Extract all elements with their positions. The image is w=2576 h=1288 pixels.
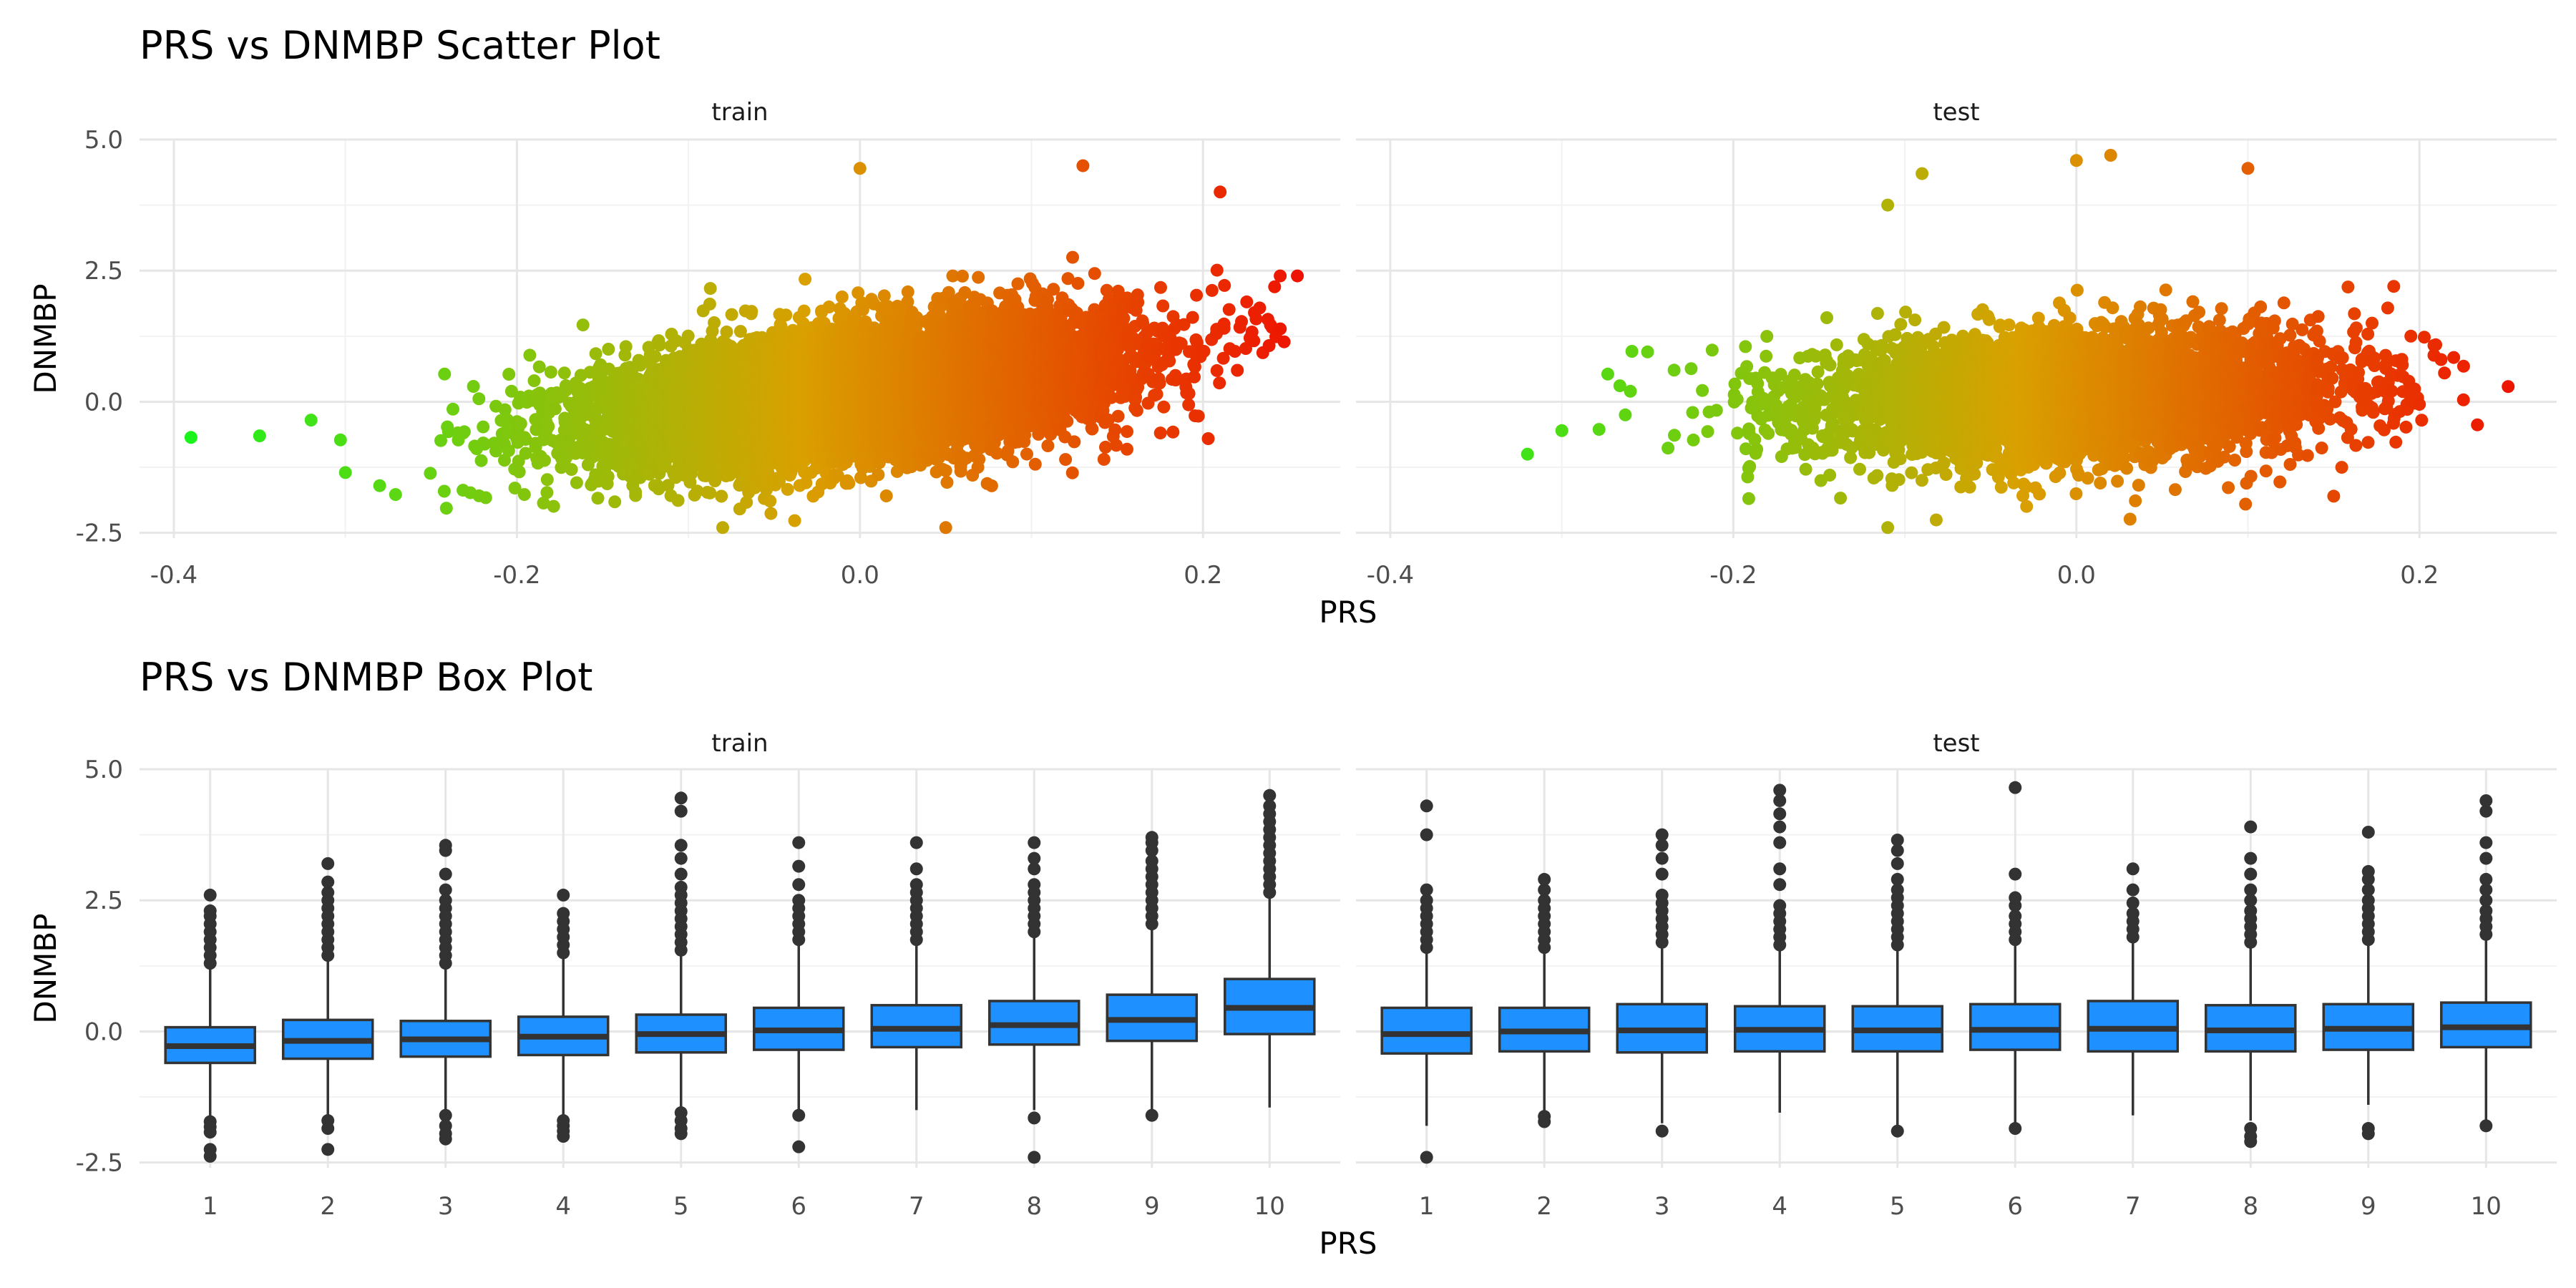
scatter-point xyxy=(591,492,605,505)
scatter-point xyxy=(691,484,704,498)
scatter-point xyxy=(517,488,531,502)
scatter-point xyxy=(733,325,747,338)
scatter-point xyxy=(537,497,550,509)
scatter-point xyxy=(547,499,560,513)
scatter-point xyxy=(653,338,666,352)
scatter-point xyxy=(703,486,717,499)
scatter-point xyxy=(514,417,527,430)
scatter-point xyxy=(438,367,452,381)
scatter-point xyxy=(629,485,643,499)
scatter-point xyxy=(477,420,490,434)
scatter-point xyxy=(842,477,856,490)
scatter-point xyxy=(788,514,801,527)
scatter-point xyxy=(856,303,869,316)
scatter-point xyxy=(703,282,717,296)
scatter-point xyxy=(519,433,532,447)
scatter-point xyxy=(570,476,583,489)
scatter-point xyxy=(608,495,622,509)
scatter-point xyxy=(745,305,758,318)
scatter-point xyxy=(540,473,554,487)
scatter-point xyxy=(671,494,685,507)
scatter-point xyxy=(740,496,753,509)
scatter-point xyxy=(764,507,778,520)
scatter-point xyxy=(498,403,512,416)
scatter-point xyxy=(799,273,812,286)
scatter-title: PRS vs DNMBP Scatter Plot xyxy=(140,23,660,68)
scatter-panel-train: train -0.4 -0.2 0.0 0.2 xyxy=(140,98,1340,590)
scatter-x-tick-label: -0.2 xyxy=(493,561,540,590)
scatter-point xyxy=(725,308,738,321)
scatter-x-tick-label: 0.0 xyxy=(841,561,879,590)
scatter-plot: PRS vs DNMBP Scatter Plot train -0.4 -0.2 0.… xyxy=(28,23,2557,630)
scatter-point xyxy=(508,482,522,495)
scatter-point xyxy=(602,343,615,356)
scatter-point xyxy=(685,467,698,480)
scatter-point xyxy=(542,419,555,433)
scatter-point xyxy=(708,474,722,487)
scatter-point xyxy=(797,304,811,318)
scatter-point xyxy=(474,454,488,467)
scatter-x-tick-label: 0.2 xyxy=(1184,561,1222,590)
scatter-point xyxy=(389,488,402,502)
scatter-point xyxy=(703,297,716,311)
scatter-point xyxy=(527,374,541,388)
scatter-point xyxy=(478,437,492,451)
scatter-point xyxy=(424,467,437,480)
scatter-point xyxy=(502,368,516,381)
scatter-point xyxy=(565,463,578,477)
scatter-point xyxy=(498,454,511,467)
scatter-point xyxy=(619,340,633,353)
scatter-point xyxy=(538,454,551,467)
scatter-points-train xyxy=(184,159,1304,535)
scatter-point xyxy=(601,469,615,483)
scatter-point xyxy=(557,366,571,380)
scatter-point xyxy=(835,291,849,303)
scatter-strip-train: train xyxy=(711,98,768,127)
scatter-point xyxy=(333,433,347,447)
scatter-point xyxy=(489,444,502,458)
scatter-point xyxy=(447,402,459,416)
scatter-point xyxy=(720,325,733,338)
scatter-point xyxy=(434,434,447,447)
scatter-point xyxy=(540,486,554,499)
scatter-point xyxy=(467,380,480,393)
scatter-point xyxy=(589,347,602,361)
scatter-point xyxy=(576,318,590,332)
scatter-point xyxy=(479,491,492,504)
scatter-point xyxy=(648,350,662,364)
scatter-point xyxy=(532,360,546,374)
scatter-point xyxy=(779,308,793,322)
scatter-point xyxy=(548,402,562,416)
scatter-point xyxy=(501,413,514,426)
scatter-point xyxy=(501,422,514,436)
scatter-point xyxy=(512,465,526,479)
scatter-point xyxy=(715,489,728,503)
scatter-point xyxy=(519,447,532,460)
scatter-point xyxy=(437,484,451,498)
scatter-point xyxy=(472,392,486,406)
scatter-point xyxy=(457,425,471,439)
scatter-point xyxy=(681,329,695,343)
scatter-point xyxy=(523,348,537,362)
scatter-point xyxy=(544,366,557,379)
scatter-point xyxy=(502,444,515,457)
scatter-point xyxy=(763,494,777,508)
scatter-x-tick-label: -0.4 xyxy=(150,561,197,590)
scatter-point xyxy=(781,482,794,496)
scatter-point xyxy=(708,316,721,329)
scatter-point xyxy=(822,301,836,313)
scatter-point xyxy=(439,502,453,515)
